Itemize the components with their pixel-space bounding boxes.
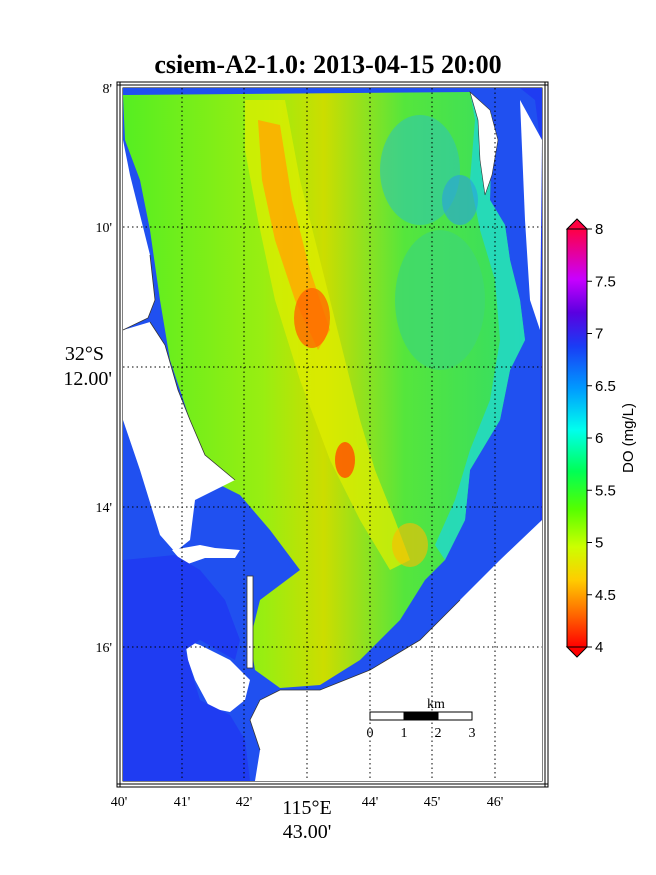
map-title: csiem-A2-1.0: 2013-04-15 20:00	[154, 50, 502, 79]
x-tick-label: 42'	[236, 795, 253, 810]
scale-bar: km 0 1 2 3	[367, 697, 476, 741]
eastern-mainland	[520, 100, 542, 330]
scale-label-1: 1	[401, 726, 408, 741]
western-land	[123, 140, 155, 330]
x-tick-label: 45'	[424, 795, 441, 810]
colorbar-tick-label: 8	[595, 221, 603, 238]
colorbar-min-arrow	[565, 646, 589, 658]
x-major-deg: 115°E	[282, 797, 331, 819]
colorbar-tick-label: 5.5	[595, 482, 616, 499]
scale-unit: km	[427, 697, 445, 712]
southern-peninsula	[185, 640, 250, 712]
y-tick-label: 16'	[95, 641, 112, 656]
y-tick-label: 8'	[102, 82, 112, 97]
colorbar-tick-label: 5	[595, 535, 603, 552]
colorbar-label: DO (mg/L)	[620, 403, 637, 473]
scale-label-2: 2	[435, 726, 442, 741]
y-major-deg: 32°S	[65, 343, 104, 365]
map-area: km 0 1 2 3	[116, 81, 549, 788]
colorbar-tick-label: 7.5	[595, 273, 616, 290]
colorbar-tick-label: 6.5	[595, 378, 616, 395]
y-tick-label: 10'	[95, 221, 112, 236]
y-axis: 8' 10' 32°S 12.00' 14' 16'	[63, 82, 112, 656]
x-tick-label: 41'	[174, 795, 191, 810]
colorbar-max-arrow	[565, 218, 589, 230]
colorbar-tick-label: 6	[595, 430, 603, 447]
x-tick-label: 46'	[487, 795, 504, 810]
garden-island	[123, 322, 235, 552]
y-major-min: 12.00'	[63, 368, 112, 390]
colorbar-tick-label: 4	[595, 639, 603, 656]
scale-label-3: 3	[469, 726, 476, 741]
colorbar-scale	[566, 228, 588, 648]
x-tick-label: 44'	[362, 795, 379, 810]
colorbar-tick-label: 7	[595, 326, 603, 343]
colorbar: 8 7.5 7 6.5 6 5.5 5 4.5 4 DO (mg/L)	[565, 218, 637, 658]
x-tick-label: 40'	[111, 795, 128, 810]
x-axis: 40' 41' 42' 115°E 43.00' 44' 45' 46'	[111, 795, 504, 843]
x-major-min: 43.00'	[283, 821, 332, 843]
scale-label-0: 0	[367, 726, 374, 741]
graticule	[123, 88, 542, 781]
y-tick-label: 14'	[95, 501, 112, 516]
colorbar-tick-label: 4.5	[595, 587, 616, 604]
